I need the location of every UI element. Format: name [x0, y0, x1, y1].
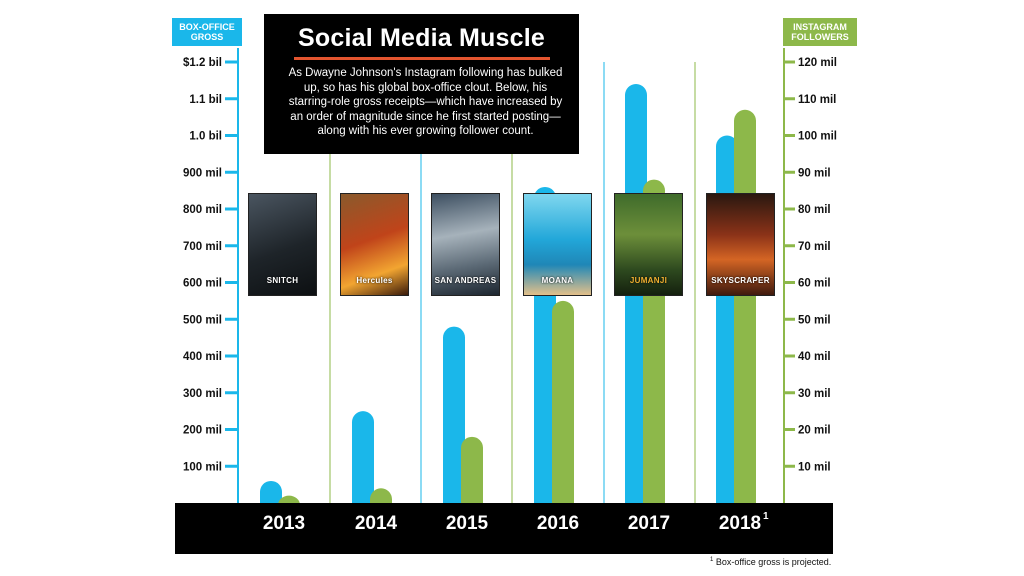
footnote-marker: 1 [710, 557, 714, 563]
x-axis-labels: 2013 2014 2015 2016 2017 2018 1 [263, 511, 769, 534]
footnote: 1 Box-office gross is projected. [710, 557, 831, 567]
left-tick-label: 800 mil [183, 204, 222, 216]
x-tick-label-2015: 2015 [446, 513, 489, 534]
left-axis-ticks: 100 mil 200 mil 300 mil 400 mil 500 mil 600 m… [183, 57, 238, 473]
bars [260, 84, 756, 515]
poster-jumanji: JUMANJI [614, 193, 683, 296]
right-tick-label: 120 mil [798, 57, 837, 69]
poster-title: MOANA [541, 276, 574, 285]
bar-box-office-2017 [625, 84, 647, 515]
left-tick-label: 300 mil [183, 388, 222, 400]
bar-box-office-2015 [443, 326, 465, 514]
right-tick-label: 80 mil [798, 204, 831, 216]
poster-skyscraper: SKYSCRAPER [706, 193, 775, 296]
bar-followers-2016 [552, 300, 574, 514]
right-tick-label: 10 mil [798, 461, 831, 473]
left-tick-label: $1.2 bil [183, 57, 222, 69]
x-axis-band [175, 503, 833, 554]
bar-followers-2015 [461, 436, 483, 514]
right-tick-label: 70 mil [798, 241, 831, 253]
bar-followers-2018 [734, 109, 756, 515]
poster-hercules: Hercules [340, 193, 409, 296]
title-box: Social Media Muscle As Dwayne Johnson's … [264, 14, 579, 154]
x-tick-label-2016: 2016 [537, 513, 579, 534]
left-tick-label: 1.0 bil [189, 131, 222, 143]
right-tick-label: 50 mil [798, 314, 831, 326]
right-tick-label: 60 mil [798, 278, 831, 290]
right-axis-ticks: 10 mil 20 mil 30 mil 40 mil 50 mil 60 mil 70 m… [784, 57, 837, 473]
right-tick-label: 100 mil [798, 131, 837, 143]
left-tick-label: 700 mil [183, 241, 222, 253]
left-tick-label: 600 mil [183, 278, 222, 290]
left-tick-label: 1.1 bil [189, 94, 222, 106]
bar-box-office-2014 [352, 411, 374, 514]
left-tick-label: 500 mil [183, 314, 222, 326]
right-tick-label: 30 mil [798, 388, 831, 400]
left-tick-label: 900 mil [183, 167, 222, 179]
right-tick-label: 40 mil [798, 351, 831, 363]
poster-title: SNITCH [266, 276, 299, 285]
right-tick-label: 90 mil [798, 167, 831, 179]
left-tick-label: 400 mil [183, 351, 222, 363]
x-tick-label-2013: 2013 [263, 513, 305, 534]
left-axis-label: BOX-OFFICE GROSS [172, 18, 242, 46]
poster-title: JUMANJI [629, 276, 668, 285]
x-tick-superscript: 1 [763, 511, 769, 522]
poster-title: SAN ANDREAS [434, 276, 497, 285]
left-tick-label: 200 mil [183, 425, 222, 437]
poster-title: SKYSCRAPER [711, 276, 770, 285]
right-tick-label: 110 mil [798, 94, 836, 106]
x-tick-label-2017: 2017 [628, 513, 670, 534]
x-tick-label-2014: 2014 [355, 513, 398, 534]
left-tick-label: 100 mil [183, 461, 222, 473]
poster-san-andreas: SAN ANDREAS [431, 193, 500, 296]
chart-subtitle: As Dwayne Johnson's Instagram following … [288, 67, 563, 137]
poster-moana: MOANA [523, 193, 592, 296]
poster-title: Hercules [356, 276, 393, 285]
footnote-text: Box-office gross is projected. [715, 557, 832, 567]
chart-title: Social Media Muscle [298, 24, 545, 52]
right-tick-label: 20 mil [798, 425, 831, 437]
right-axis-label: INSTAGRAM FOLLOWERS [783, 18, 857, 46]
title-underline [293, 57, 550, 60]
poster-snitch: SNITCH [248, 193, 317, 296]
x-tick-label-2018: 2018 [719, 513, 761, 534]
